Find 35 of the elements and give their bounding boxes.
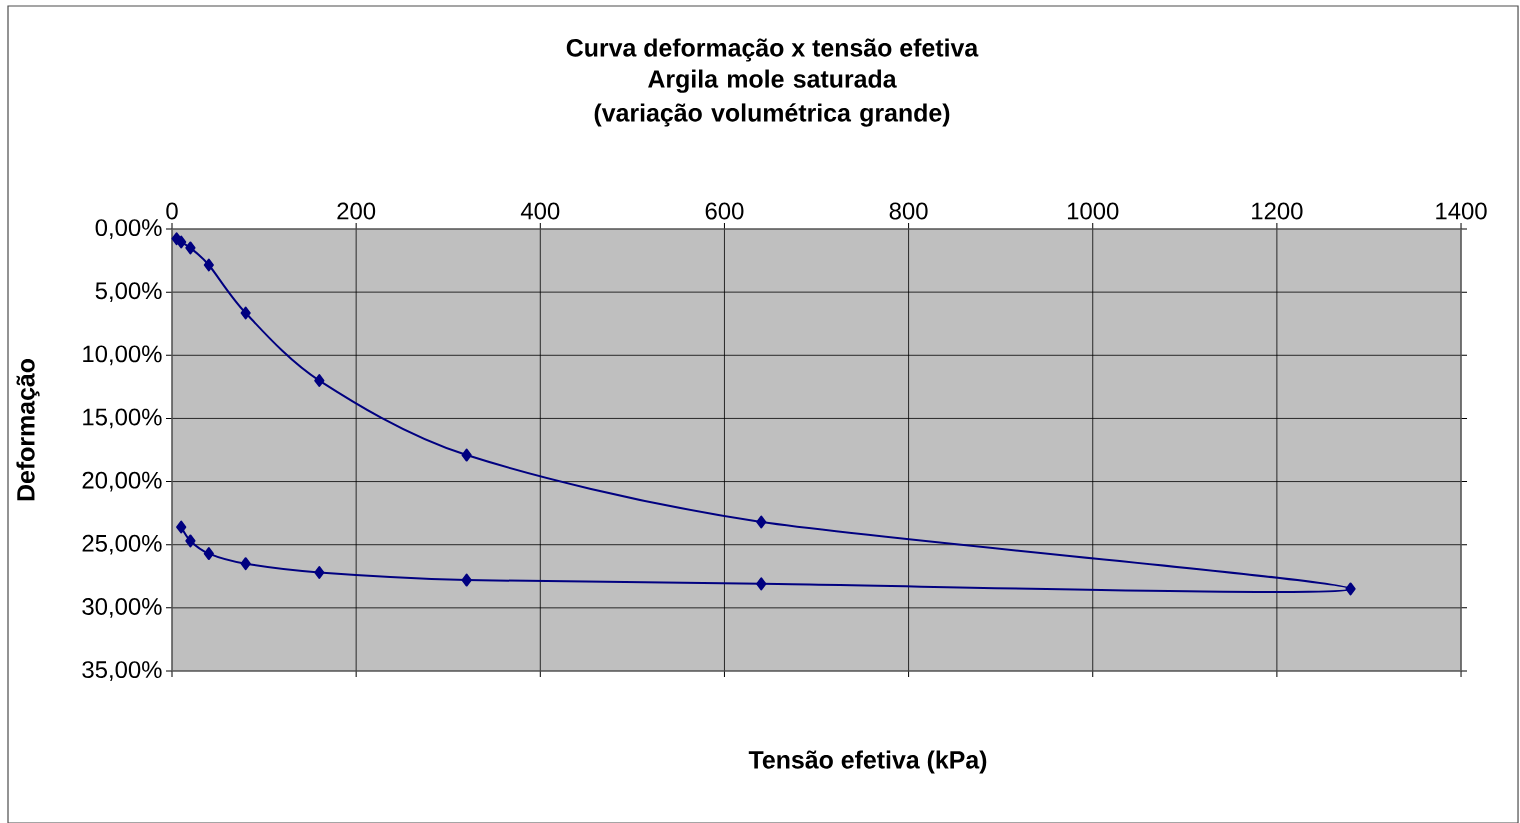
y-tick-label: 5,00% xyxy=(95,282,162,303)
point xyxy=(1345,582,1356,596)
point xyxy=(185,241,196,255)
y-tick-label: 15,00% xyxy=(83,408,162,429)
point xyxy=(314,566,325,579)
y-axis-title: Deformação xyxy=(16,359,40,501)
point xyxy=(203,547,214,561)
point xyxy=(756,515,767,529)
x-axis-title: Tensão efetiva (kPa) xyxy=(748,750,987,774)
chart-title: Curva deformação x tensão efetiva xyxy=(566,38,979,62)
x-tick-label: 600 xyxy=(705,202,744,220)
point xyxy=(240,306,251,320)
point xyxy=(461,448,472,462)
point xyxy=(203,258,214,272)
point xyxy=(185,534,196,548)
y-tick-label: 20,00% xyxy=(82,471,162,492)
y-tick-label: 35,00% xyxy=(82,661,162,681)
point xyxy=(756,577,767,591)
y-tick-label: 10,00% xyxy=(83,345,162,366)
x-tick-label: 1200 xyxy=(1252,202,1303,220)
point xyxy=(240,557,251,571)
y-tick-label: 0,00% xyxy=(95,219,162,239)
point xyxy=(461,573,472,587)
x-tick-label: 400 xyxy=(520,202,560,220)
point xyxy=(176,520,187,534)
y-tick-label: 30,00% xyxy=(82,597,162,618)
y-tick-label: 25,00% xyxy=(82,534,162,555)
chart-subtitle: Argila mole saturada (variação volumétrica grande) xyxy=(594,69,950,127)
x-tick-label: 0 xyxy=(166,202,178,220)
x-tick-label: 1000 xyxy=(1067,202,1119,220)
x-tick-label: 800 xyxy=(889,202,928,220)
x-tick-label: 1400 xyxy=(1436,202,1487,220)
point xyxy=(176,235,187,249)
x-tick-label: 200 xyxy=(337,202,376,220)
point xyxy=(314,374,325,388)
